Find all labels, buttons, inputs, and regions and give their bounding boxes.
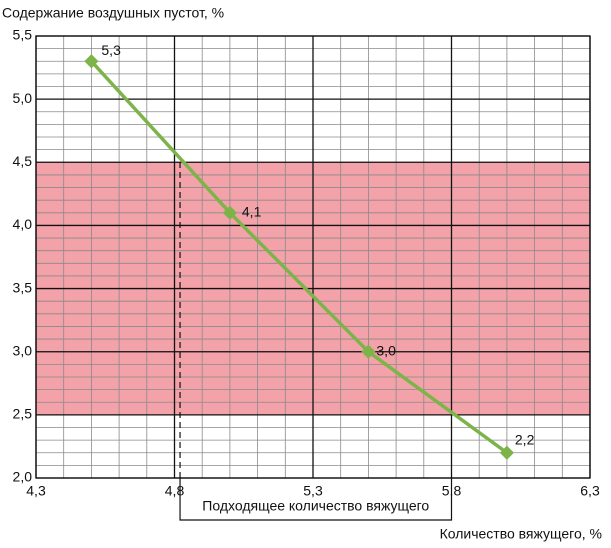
chart-title: Содержание воздушных пустот, % [2,5,224,21]
data-point [499,445,514,460]
y-tick-label: 2,5 [13,406,33,422]
x-tick-label: 4,8 [165,483,185,499]
data-label: 2,2 [515,431,535,447]
y-tick-label: 4,0 [13,216,33,232]
x-tick-label: 5,3 [303,483,323,499]
data-point [222,205,237,220]
data-label: 5,3 [101,42,121,58]
range-bracket [179,478,453,521]
y-tick-label: 3,5 [13,279,33,295]
x-tick-label: 6,3 [580,483,600,499]
data-line [90,60,508,455]
data-point [361,344,376,359]
data-label: 4,1 [242,204,262,220]
y-tick-label: 3,0 [13,342,33,358]
y-tick-label: 5,5 [13,27,33,43]
y-tick-label: 4,5 [13,153,33,169]
x-tick-label: 4,3 [26,483,46,499]
plot-frame [35,35,591,479]
y-tick-label: 5,0 [13,90,33,106]
data-label: 3,0 [376,342,396,358]
range-label: Подходящее количество вяжущего [202,498,429,514]
x-axis-label: Количество вяжущего, % [440,526,602,542]
y-tick-label: 2,0 [13,469,33,485]
